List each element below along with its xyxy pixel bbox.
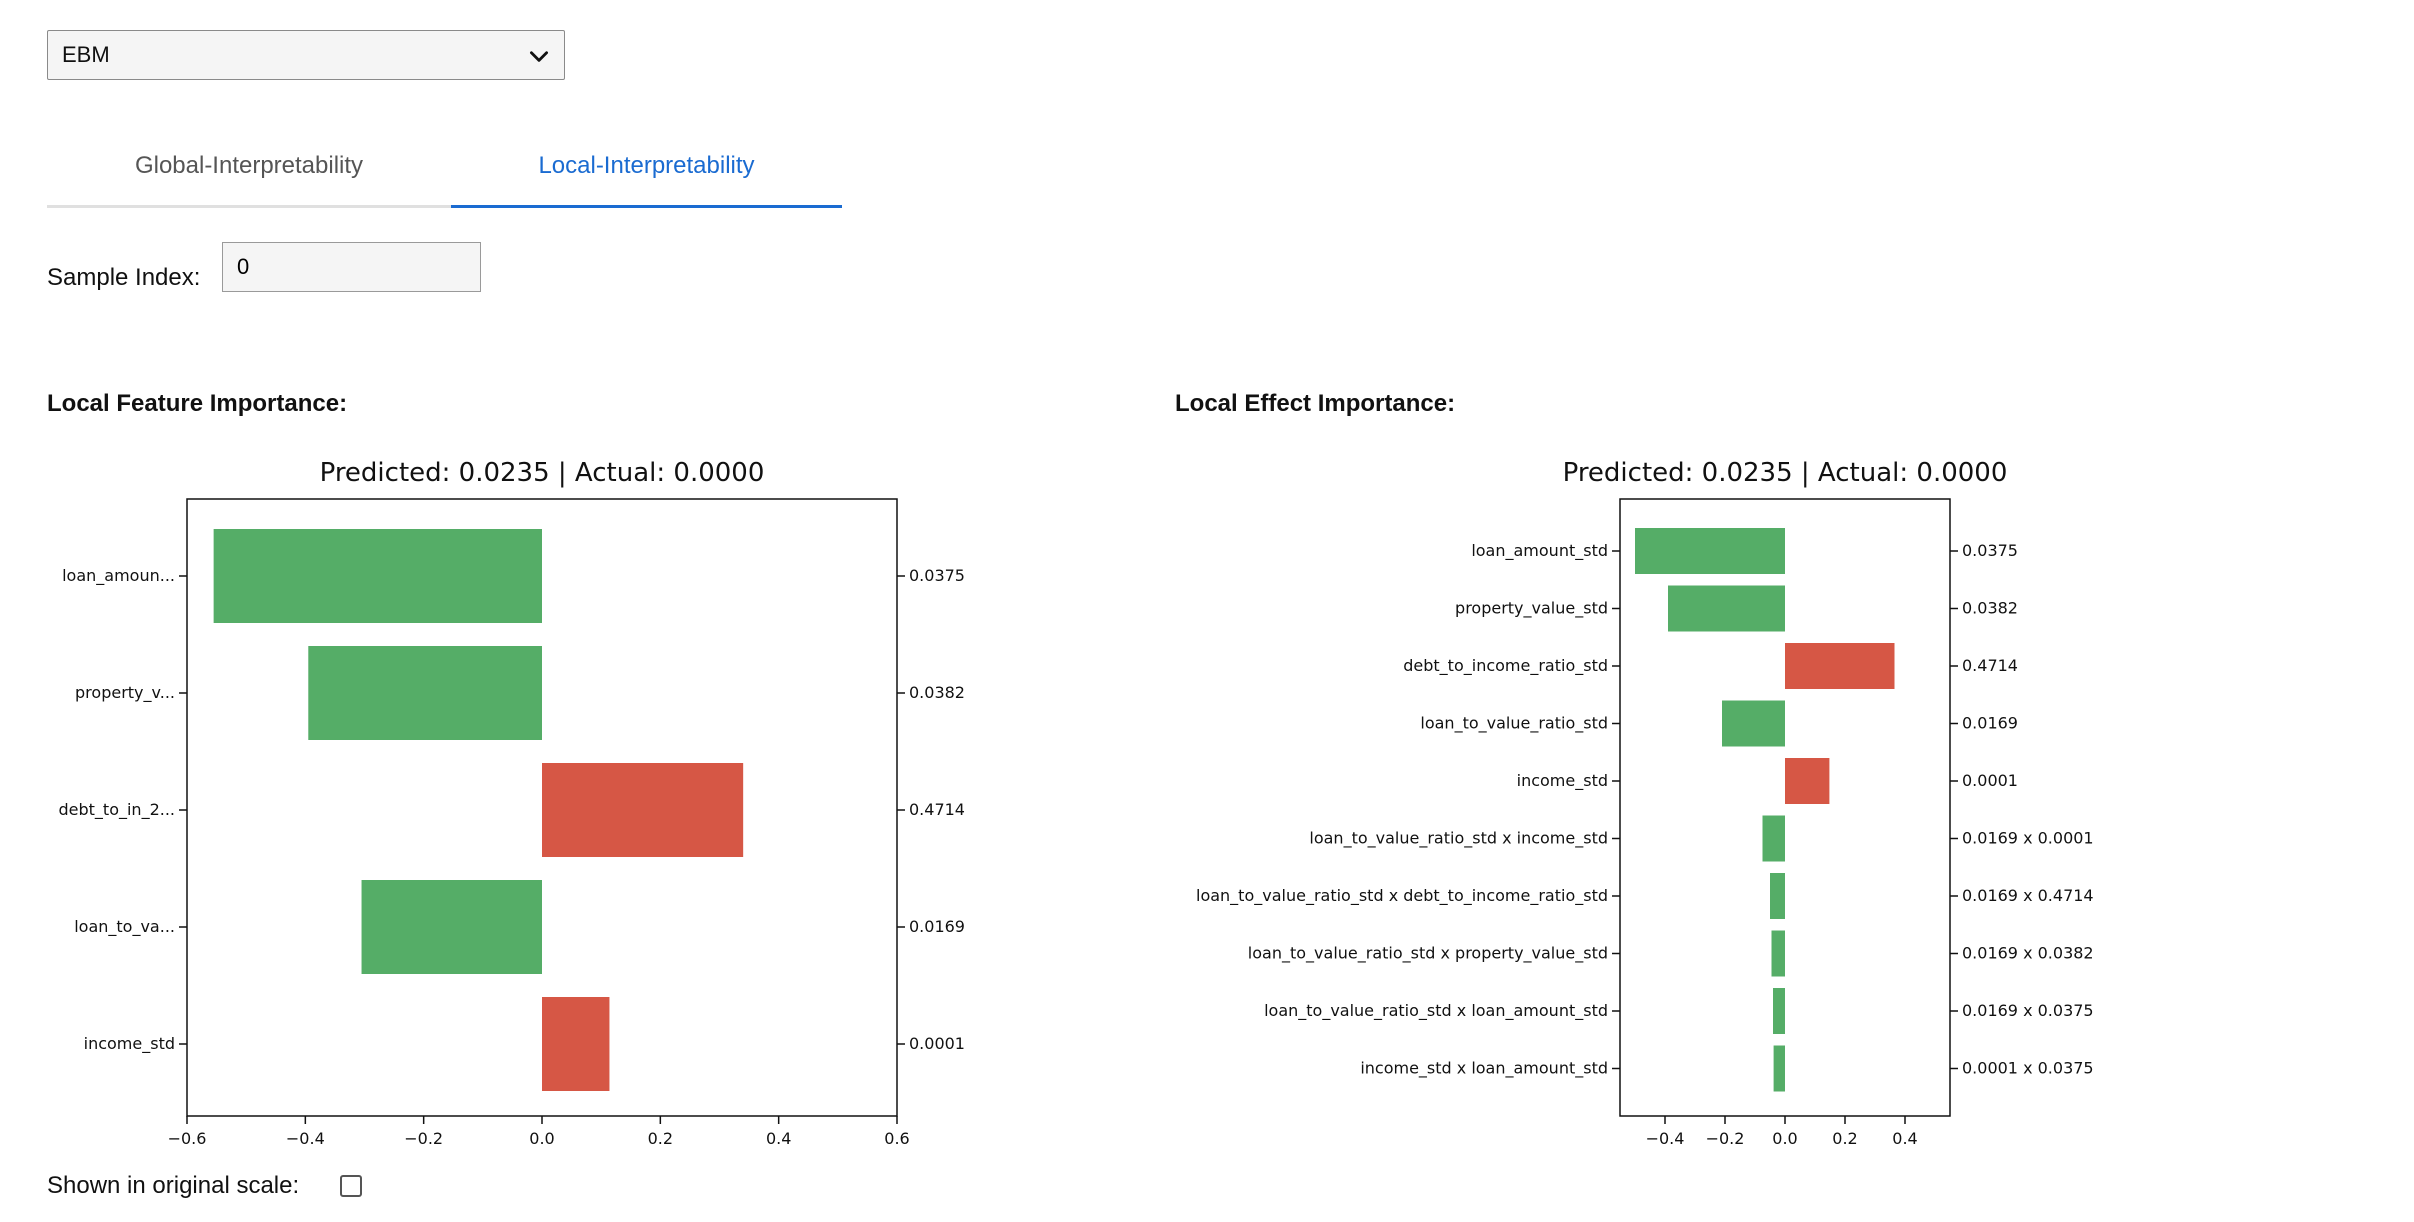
x-tick-label-5: 0.4	[766, 1129, 791, 1148]
x-tick-label-4: 0.4	[1892, 1129, 1917, 1148]
model-select-value: EBM	[62, 42, 110, 67]
category-label-0: loan_amount_std	[1471, 541, 1608, 561]
x-tick-label-6: 0.6	[884, 1129, 909, 1148]
category-label-3: loan_to_va...	[74, 917, 175, 937]
feature-value-label-9: 0.0001 x 0.0375	[1962, 1059, 2094, 1078]
bar-8	[1773, 988, 1785, 1034]
x-tick-label-0: −0.6	[168, 1129, 207, 1148]
feature-value-label-4: 0.0001	[1962, 771, 2018, 790]
x-tick-label-2: 0.0	[1772, 1129, 1797, 1148]
category-label-8: loan_to_value_ratio_std x loan_amount_st…	[1264, 1001, 1608, 1021]
category-label-6: loan_to_value_ratio_std x debt_to_income…	[1196, 886, 1608, 906]
bar-0	[1635, 528, 1785, 574]
category-label-1: property_value_std	[1455, 599, 1608, 619]
bar-5	[1762, 815, 1785, 862]
feature-value-label-0: 0.0375	[909, 566, 965, 585]
sample-index-input[interactable]	[222, 242, 481, 292]
feature-value-label-8: 0.0169 x 0.0375	[1962, 1001, 2094, 1020]
bar-3	[1722, 700, 1785, 747]
active-tab-indicator	[451, 205, 842, 208]
category-label-4: income_std	[1517, 771, 1608, 791]
bar-1	[308, 646, 542, 740]
feature-value-label-2: 0.4714	[1962, 656, 2018, 675]
local-feature-importance-chart: Predicted: 0.0235 | Actual: 0.0000 loan_a…	[58, 458, 965, 1148]
feature-value-label-0: 0.0375	[1962, 541, 2018, 560]
tab-global-interpretability[interactable]: Global-Interpretability	[134, 152, 364, 179]
category-label-2: debt_to_income_ratio_std	[1403, 656, 1608, 676]
category-label-7: loan_to_value_ratio_std x property_value…	[1248, 944, 1608, 964]
bar-2	[542, 763, 744, 857]
bar-1	[1668, 585, 1785, 632]
feature-value-label-4: 0.0001	[909, 1034, 965, 1053]
feature-value-label-6: 0.0169 x 0.4714	[1962, 886, 2094, 905]
category-label-5: loan_to_value_ratio_std x income_std	[1309, 829, 1608, 849]
model-select[interactable]: EBM	[47, 30, 565, 80]
category-label-4: income_std	[84, 1034, 175, 1054]
feature-value-label-1: 0.0382	[1962, 599, 2018, 618]
feature-value-label-2: 0.4714	[909, 800, 965, 819]
x-tick-label-1: −0.4	[286, 1129, 325, 1148]
local-effect-importance-title: Local Effect Importance:	[1175, 390, 1456, 417]
bar-3	[361, 880, 542, 974]
feature-value-label-1: 0.0382	[909, 683, 965, 702]
x-tick-label-1: −0.2	[1706, 1129, 1745, 1148]
chart-title: Predicted: 0.0235 | Actual: 0.0000	[320, 458, 765, 488]
feature-value-label-3: 0.0169	[1962, 714, 2018, 733]
sample-index-label: Sample Index:	[47, 264, 201, 291]
interpretability-tabs: Global-Interpretability Local-Interpreta…	[47, 126, 842, 208]
category-label-3: loan_to_value_ratio_std	[1420, 714, 1608, 734]
category-label-1: property_v...	[75, 683, 175, 703]
original-scale-checkbox[interactable]	[340, 1175, 362, 1197]
bar-9	[1773, 1045, 1785, 1092]
bar-0	[213, 529, 542, 623]
bar-2	[1785, 643, 1895, 689]
tab-local-interpretability-label: Local-Interpretability	[538, 152, 755, 179]
tab-local-interpretability[interactable]: Local-Interpretability	[451, 126, 842, 208]
chevron-down-icon	[530, 51, 548, 62]
feature-value-label-7: 0.0169 x 0.0382	[1962, 944, 2094, 963]
x-tick-label-0: −0.4	[1646, 1129, 1685, 1148]
bar-4	[1785, 758, 1830, 804]
chart-title: Predicted: 0.0235 | Actual: 0.0000	[1563, 458, 2008, 488]
category-label-9: income_std x loan_amount_std	[1360, 1059, 1608, 1079]
bar-4	[542, 997, 610, 1091]
bar-6	[1770, 873, 1785, 919]
bar-7	[1771, 930, 1785, 977]
feature-value-label-5: 0.0169 x 0.0001	[1962, 829, 2094, 848]
x-tick-label-3: 0.0	[529, 1129, 554, 1148]
category-label-0: loan_amoun...	[62, 566, 175, 586]
local-effect-importance-chart: Predicted: 0.0235 | Actual: 0.0000 loan_a…	[1196, 458, 2094, 1148]
local-feature-importance-title: Local Feature Importance:	[47, 390, 348, 417]
tabs-divider	[47, 205, 842, 208]
x-tick-label-3: 0.2	[1832, 1129, 1857, 1148]
x-tick-label-2: −0.2	[404, 1129, 443, 1148]
original-scale-label: Shown in original scale:	[47, 1172, 300, 1199]
x-tick-label-4: 0.2	[648, 1129, 673, 1148]
feature-value-label-3: 0.0169	[909, 917, 965, 936]
category-label-2: debt_to_in_2...	[58, 800, 175, 820]
